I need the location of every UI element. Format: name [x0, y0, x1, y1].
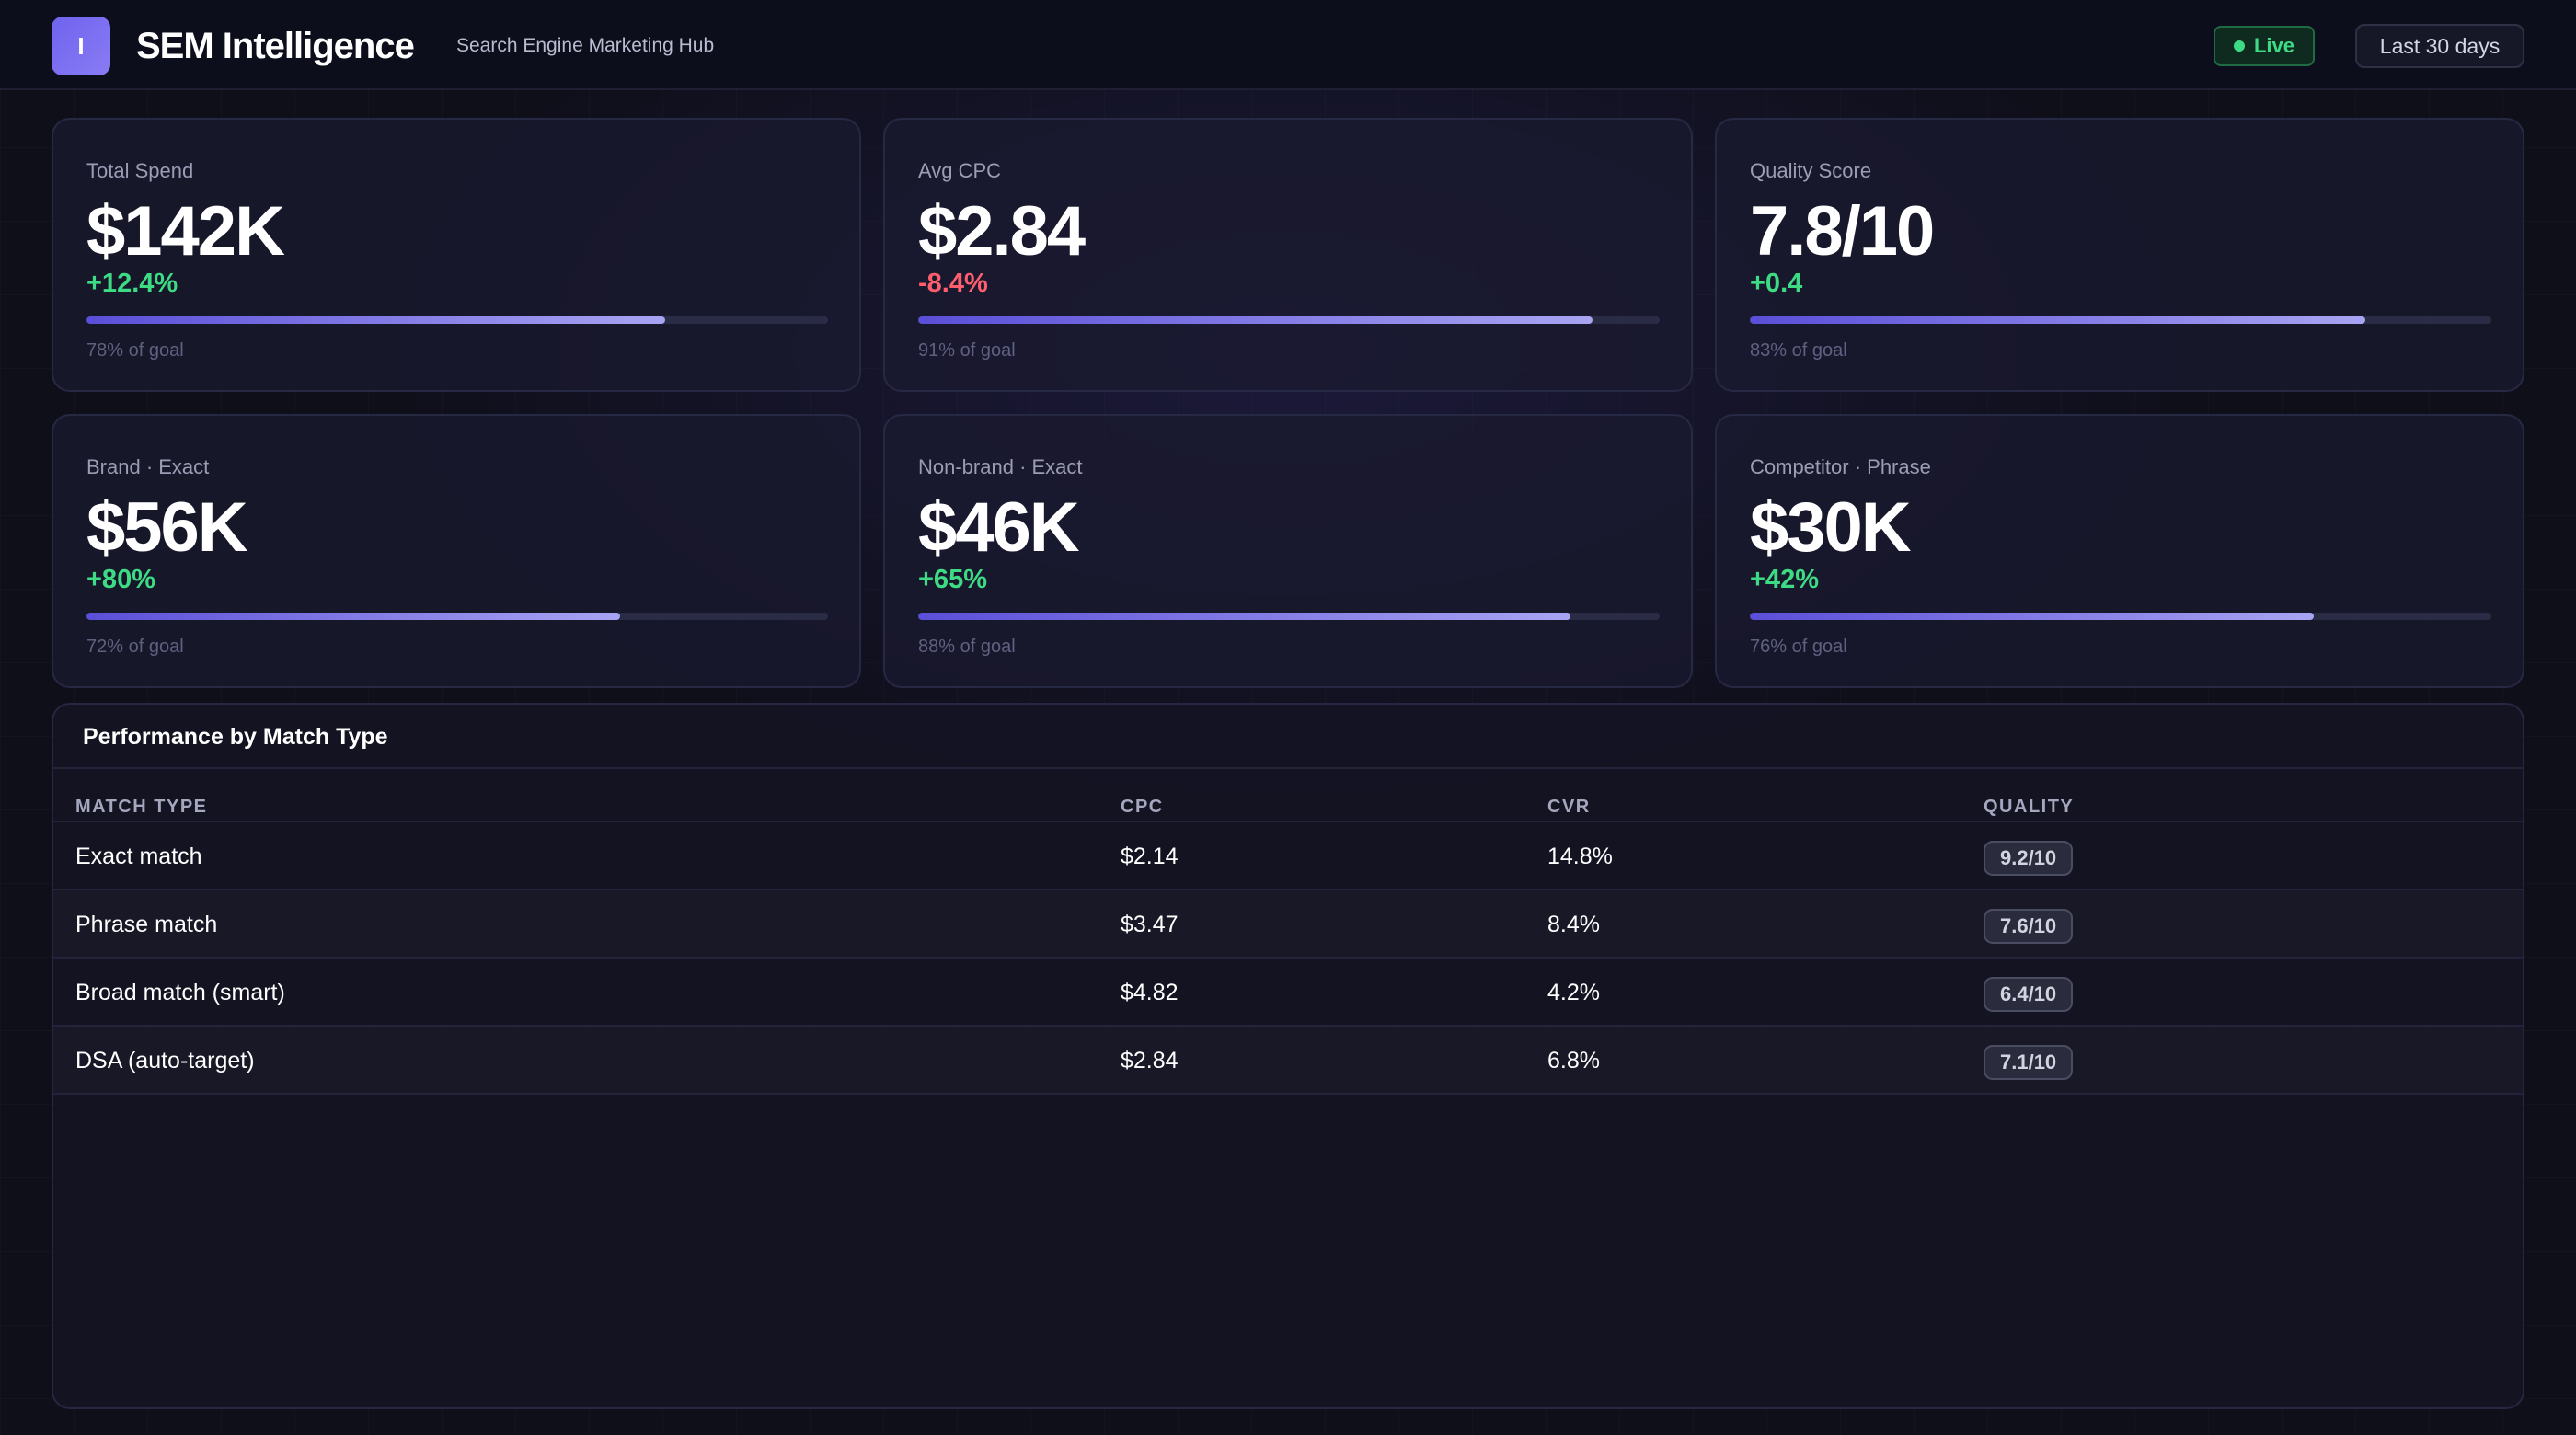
kpi-delta: +0.4: [1750, 269, 1803, 298]
goal-progress-fill: [1750, 613, 2314, 620]
kpi-goal-text: 76% of goal: [1750, 637, 1847, 657]
live-dot-icon: [2233, 40, 2245, 52]
quality-badge: 9.2/10: [1984, 841, 2074, 876]
performance-table-panel: Performance by Match Type MATCH TYPE CPC…: [52, 703, 2524, 1409]
table-row[interactable]: Broad match (smart) $4.82 4.2% 6.4/10: [53, 959, 2523, 1027]
kpi-card-brand-exact: Brand · Exact $56K +80% 72% of goal: [52, 414, 861, 688]
divider: [53, 821, 2523, 822]
app-logo: I: [52, 17, 110, 75]
goal-progress-bar: [918, 316, 1660, 324]
table-row[interactable]: Phrase match $3.47 8.4% 7.6/10: [53, 890, 2523, 959]
column-header-cvr[interactable]: CVR: [1547, 797, 1591, 817]
kpi-card-avg-cpc: Avg CPC $2.84 -8.4% 91% of goal: [883, 118, 1693, 392]
cpc-cell: $2.84: [1121, 1048, 1179, 1073]
kpi-delta: +65%: [918, 565, 987, 594]
goal-progress-bar: [1750, 316, 2491, 324]
kpi-card-competitor-phrase: Competitor · Phrase $30K +42% 76% of goa…: [1715, 414, 2524, 688]
match-type-cell: Broad match (smart): [75, 980, 285, 1005]
kpi-delta: +42%: [1750, 565, 1819, 594]
live-status-badge: Live: [2214, 26, 2315, 66]
cvr-cell: 14.8%: [1547, 844, 1613, 869]
kpi-label: Brand · Exact: [86, 455, 210, 478]
kpi-card-quality-score: Quality Score 7.8/10 +0.4 83% of goal: [1715, 118, 2524, 392]
goal-progress-fill: [918, 316, 1593, 324]
kpi-card-total-spend: Total Spend $142K +12.4% 78% of goal: [52, 118, 861, 392]
column-header-quality[interactable]: QUALITY: [1984, 797, 2075, 817]
column-header-match-type[interactable]: MATCH TYPE: [75, 797, 208, 817]
app-subtitle: Search Engine Marketing Hub: [456, 35, 715, 56]
kpi-value: $46K: [918, 488, 1080, 567]
goal-progress-fill: [918, 613, 1571, 620]
goal-progress-fill: [86, 613, 621, 620]
kpi-goal-text: 88% of goal: [918, 637, 1016, 657]
kpi-value: 7.8/10: [1750, 192, 1935, 270]
date-range-button[interactable]: Last 30 days: [2355, 24, 2524, 68]
goal-progress-bar: [86, 316, 828, 324]
top-header: I SEM Intelligence Search Engine Marketi…: [0, 0, 2576, 90]
kpi-delta: -8.4%: [918, 269, 988, 298]
kpi-label: Avg CPC: [918, 159, 1002, 182]
kpi-value: $56K: [86, 488, 248, 567]
kpi-label: Total Spend: [86, 159, 194, 182]
match-type-cell: Phrase match: [75, 912, 218, 937]
goal-progress-fill: [1750, 316, 2365, 324]
quality-badge: 7.1/10: [1984, 1045, 2074, 1080]
column-header-cpc[interactable]: CPC: [1121, 797, 1164, 817]
cvr-cell: 6.8%: [1547, 1048, 1600, 1073]
kpi-value: $30K: [1750, 488, 1912, 567]
quality-badge: 7.6/10: [1984, 909, 2074, 944]
kpi-value: $2.84: [918, 192, 1086, 270]
kpi-label: Non-brand · Exact: [918, 455, 1083, 478]
cvr-cell: 8.4%: [1547, 912, 1600, 937]
kpi-card-nonbrand-exact: Non-brand · Exact $46K +65% 88% of goal: [883, 414, 1693, 688]
table-row[interactable]: DSA (auto-target) $2.84 6.8% 7.1/10: [53, 1027, 2523, 1095]
quality-badge: 6.4/10: [1984, 977, 2074, 1012]
goal-progress-bar: [86, 613, 828, 620]
goal-progress-fill: [86, 316, 665, 324]
app-title: SEM Intelligence: [136, 26, 415, 66]
match-type-cell: Exact match: [75, 844, 202, 869]
goal-progress-bar: [918, 613, 1660, 620]
kpi-delta: +80%: [86, 565, 155, 594]
kpi-goal-text: 91% of goal: [918, 340, 1016, 361]
kpi-delta: +12.4%: [86, 269, 178, 298]
table-row[interactable]: Exact match $2.14 14.8% 9.2/10: [53, 822, 2523, 890]
kpi-goal-text: 78% of goal: [86, 340, 184, 361]
cpc-cell: $4.82: [1121, 980, 1179, 1005]
cpc-cell: $3.47: [1121, 912, 1179, 937]
kpi-label: Quality Score: [1750, 159, 1872, 182]
kpi-goal-text: 83% of goal: [1750, 340, 1847, 361]
panel-title: Performance by Match Type: [83, 724, 388, 750]
kpi-value: $142K: [86, 192, 285, 270]
goal-progress-bar: [1750, 613, 2491, 620]
kpi-label: Competitor · Phrase: [1750, 455, 1931, 478]
live-label: Live: [2253, 34, 2295, 57]
match-type-cell: DSA (auto-target): [75, 1048, 255, 1073]
kpi-goal-text: 72% of goal: [86, 637, 184, 657]
cpc-cell: $2.14: [1121, 844, 1179, 869]
cvr-cell: 4.2%: [1547, 980, 1600, 1005]
divider: [53, 767, 2523, 769]
